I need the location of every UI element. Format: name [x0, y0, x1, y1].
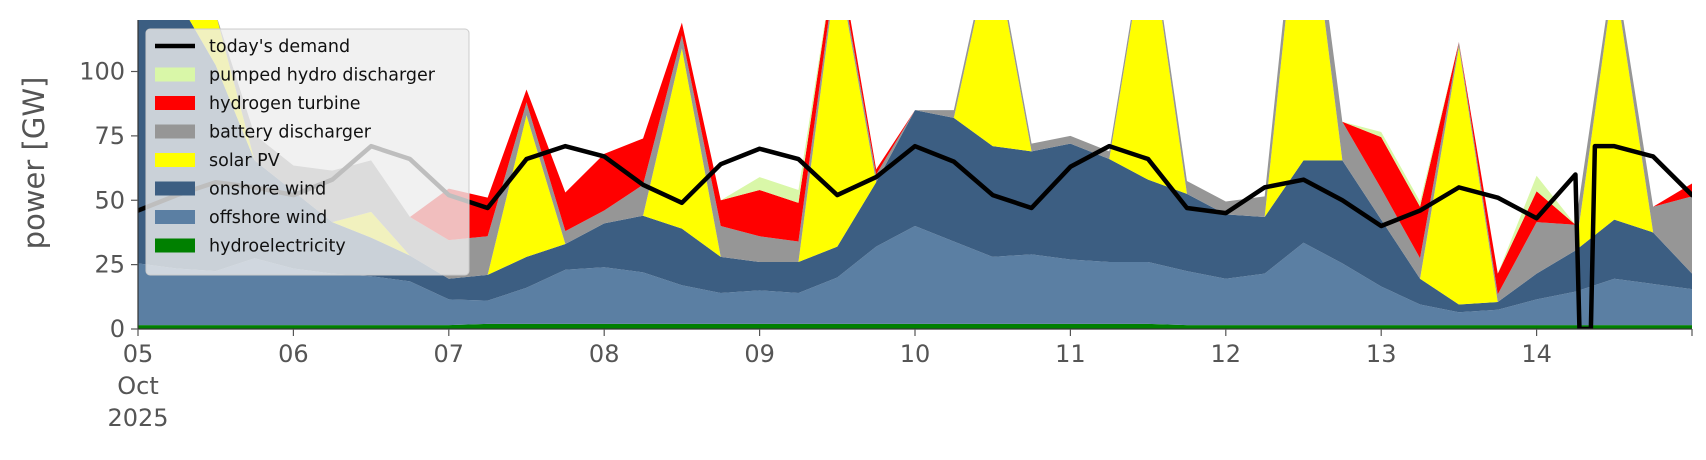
legend-swatch-pumped-hydro-discharger	[155, 67, 195, 82]
y-tick-label: 0	[110, 315, 125, 343]
x-tick-label: 14	[1521, 340, 1552, 368]
legend-label-offshore-wind: offshore wind	[209, 208, 327, 228]
y-axis-label: power [GW]	[17, 77, 51, 250]
x-tick-label: 13	[1366, 340, 1397, 368]
y-tick-label: 100	[79, 58, 125, 86]
x-tick-label: 08	[589, 340, 620, 368]
legend-label-onshore-wind: onshore wind	[209, 180, 326, 200]
x-tick-label: 12	[1211, 340, 1242, 368]
x-tick-label: 05	[123, 340, 154, 368]
legend-label-today-s-demand: today's demand	[209, 37, 350, 57]
x-tick-label: Oct	[117, 372, 159, 400]
area-offshore-wind	[138, 226, 1692, 326]
legend-label-hydrogen-turbine: hydrogen turbine	[209, 94, 361, 114]
y-tick-label: 75	[94, 122, 125, 150]
area-solar-pv	[189, 20, 1692, 305]
legend-label-battery-discharger: battery discharger	[209, 123, 372, 143]
x-tick-label: 2025	[107, 404, 168, 432]
legend-label-solar-pv: solar PV	[209, 151, 280, 171]
legend-swatch-hydroelectricity	[155, 238, 195, 253]
y-tick-label: 50	[94, 186, 125, 214]
area-battery-discharger	[217, 20, 1692, 302]
y-tick-label: 25	[94, 251, 125, 279]
legend-box	[145, 28, 470, 276]
plot-area	[138, 20, 1692, 329]
legend: today's demand pumped hydro discharger hyd…	[145, 28, 470, 276]
x-tick-label: 10	[900, 340, 931, 368]
x-tick-label: 06	[278, 340, 309, 368]
x-tick-label: 09	[744, 340, 775, 368]
x-tick-label: 11	[1055, 340, 1086, 368]
legend-label-pumped-hydro-discharger: pumped hydro discharger	[209, 66, 436, 86]
axes: 0 25 50 75 100 05 Oct 2025 06 07 08 09 10 11 12 13 14	[79, 20, 1693, 432]
legend-label-hydroelectricity: hydroelectricity	[209, 237, 346, 257]
legend-swatch-hydrogen-turbine	[155, 96, 195, 110]
legend-swatch-onshore-wind	[155, 181, 195, 196]
legend-swatch-battery-discharger	[155, 124, 195, 139]
legend-swatch-solar-pv	[155, 153, 195, 167]
area-onshore-wind	[138, 20, 1692, 313]
x-tick-label: 07	[434, 340, 465, 368]
legend-swatch-offshore-wind	[155, 210, 195, 224]
